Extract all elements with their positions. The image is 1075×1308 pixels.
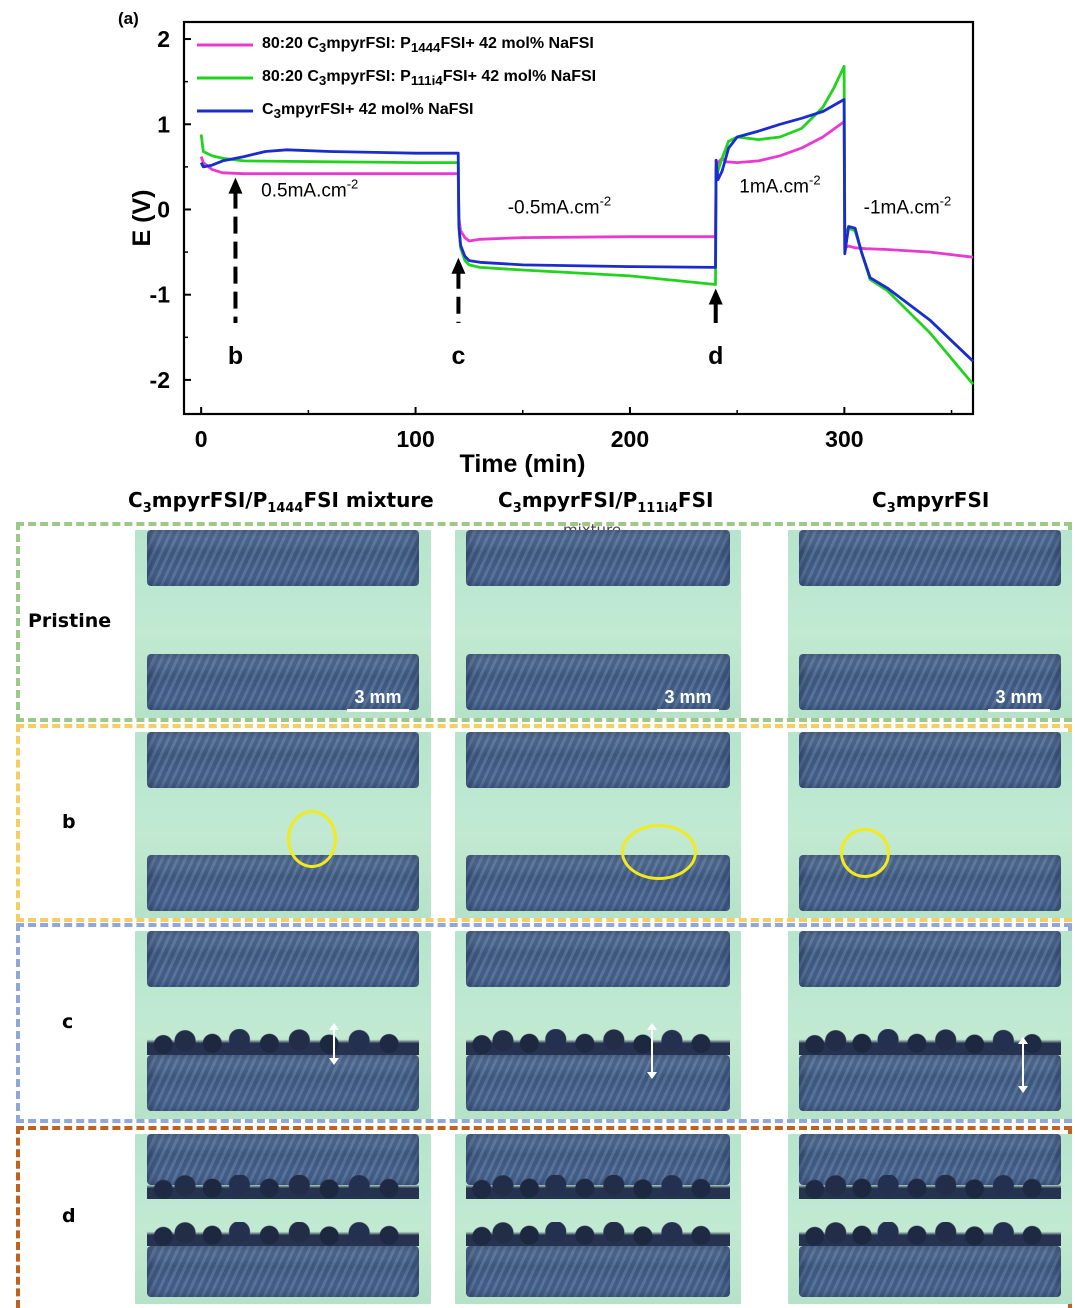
- series-line-3: [199, 98, 974, 363]
- electrode-bottom: [146, 1055, 420, 1112]
- electrode-bottom: [799, 654, 1061, 711]
- electrode-top: [146, 931, 420, 988]
- row-label: Pristine: [28, 610, 112, 632]
- electrode-top: [466, 931, 730, 988]
- plot-frame: [182, 20, 975, 416]
- row-label: c: [62, 1011, 74, 1033]
- micrograph-photo: [788, 1134, 1072, 1304]
- electrode-bottom: [799, 1055, 1061, 1112]
- scale-bar-label: 3 mm: [354, 687, 402, 707]
- micrograph-photo: 3 mm: [135, 530, 431, 718]
- sodium-deposit: [799, 1174, 1061, 1199]
- electrode-top: [799, 732, 1061, 788]
- sodium-deposit: [146, 1222, 420, 1247]
- electrode-bottom: [466, 1055, 730, 1112]
- x-tick-label: 0: [195, 426, 208, 452]
- marker-arrow-head: [708, 288, 723, 305]
- sodium-deposit: [146, 1028, 420, 1056]
- micrograph-photo: [788, 931, 1072, 1119]
- electrode-bottom: [799, 854, 1061, 911]
- electrode-top: [146, 732, 420, 788]
- electrode-bottom: [146, 654, 420, 711]
- sodium-deposit: [466, 1174, 730, 1199]
- panel-label: (a): [118, 9, 139, 28]
- row-label: d: [62, 1205, 76, 1227]
- y-tick-label: 0: [157, 196, 170, 222]
- x-tick-label: 300: [825, 426, 863, 452]
- scale-bar: 3 mm: [657, 687, 719, 712]
- electrode-top: [799, 530, 1061, 587]
- highlight-circle: [621, 824, 697, 880]
- legend-entry: 80:20 C3mpyrFSI: P1444FSI+ 42 mol% NaFSI: [262, 35, 594, 56]
- column-header: C3mpyrFSI/P111i4FSI: [498, 488, 714, 516]
- sodium-deposit: [146, 1174, 420, 1199]
- scale-bar-label: 3 mm: [995, 687, 1043, 707]
- scale-bar-line: [657, 709, 719, 712]
- micrograph-photo: 3 mm: [788, 530, 1072, 718]
- sodium-deposit: [799, 1222, 1061, 1247]
- voltage-time-chart: (a) 0 100 200 300 -2 -1 0 1 2 Time (min) E (V) 80:2…: [118, 9, 975, 478]
- scale-bar-label: 3 mm: [664, 687, 712, 707]
- micrograph-photo: [455, 931, 741, 1119]
- sodium-deposit: [466, 1222, 730, 1247]
- thickness-arrow: [647, 1023, 657, 1079]
- legend-label: 80:20 C3mpyrFSI: P111i4FSI+ 42 mol% NaFS…: [262, 68, 597, 89]
- column-header: C3mpyrFSI: [872, 488, 990, 516]
- column-header: C3mpyrFSI/P1444FSI mixture: [128, 488, 434, 516]
- electrode-bottom: [146, 854, 420, 911]
- electrode-bottom: [146, 1246, 420, 1298]
- electrode-bottom: [799, 1246, 1061, 1298]
- y-tick-label: 1: [157, 111, 170, 137]
- legend-label: C3mpyrFSI+ 42 mol% NaFSI: [262, 101, 474, 122]
- electrode-top: [799, 931, 1061, 988]
- micrograph-photo: [135, 1134, 431, 1304]
- scale-bar-line: [347, 709, 409, 712]
- marker-label: c: [451, 342, 465, 370]
- electrode-top: [146, 530, 420, 587]
- current-density-label: -1mA.cm-2: [864, 194, 952, 219]
- scale-bar-line: [988, 709, 1050, 712]
- sodium-deposit: [466, 1028, 730, 1056]
- row-label: b: [62, 811, 76, 833]
- x-axis-label: Time (min): [460, 450, 586, 478]
- scale-bar: 3 mm: [347, 687, 409, 712]
- legend-entry: C3mpyrFSI+ 42 mol% NaFSI: [262, 101, 474, 122]
- micrograph-photo: [135, 732, 431, 918]
- legend-entry: 80:20 C3mpyrFSI: P111i4FSI+ 42 mol% NaFS…: [262, 68, 597, 89]
- micrograph-photo: [455, 732, 741, 918]
- current-density-label: 0.5mA.cm-2: [261, 177, 358, 202]
- micrograph-photo: [135, 931, 431, 1119]
- micrograph-photo: 3 mm: [455, 530, 741, 718]
- electrode-bottom: [466, 654, 730, 711]
- legend-label: 80:20 C3mpyrFSI: P1444FSI+ 42 mol% NaFSI: [262, 35, 594, 56]
- y-tick-label: 2: [157, 26, 170, 52]
- x-tick-label: 100: [396, 426, 434, 452]
- micrograph-photo: [788, 732, 1072, 918]
- marker-arrow-head: [228, 177, 243, 194]
- scale-bar: 3 mm: [988, 687, 1050, 712]
- current-density-label: -0.5mA.cm-2: [508, 194, 611, 219]
- highlight-circle: [840, 828, 890, 878]
- y-tick-label: -1: [150, 282, 171, 308]
- marker-label: d: [708, 342, 723, 370]
- electrode-top: [466, 732, 730, 788]
- micrograph-photo: [455, 1134, 741, 1304]
- plot-area: 0 100 200 300 -2 -1 0 1 2 Time (min) E (V) 80:20 C3…: [128, 20, 975, 478]
- marker-arrow-head: [451, 257, 466, 274]
- marker-label: b: [228, 342, 243, 370]
- thickness-arrow: [329, 1023, 339, 1065]
- electrode-bottom: [466, 1246, 730, 1298]
- current-density-label: 1mA.cm-2: [739, 172, 820, 197]
- x-tick-label: 200: [611, 426, 649, 452]
- thickness-arrow: [1018, 1037, 1028, 1093]
- highlight-circle: [287, 810, 337, 868]
- electrode-top: [466, 530, 730, 587]
- y-axis-label: E (V): [128, 190, 156, 247]
- sodium-deposit: [799, 1028, 1061, 1056]
- y-tick-label: -2: [150, 367, 170, 393]
